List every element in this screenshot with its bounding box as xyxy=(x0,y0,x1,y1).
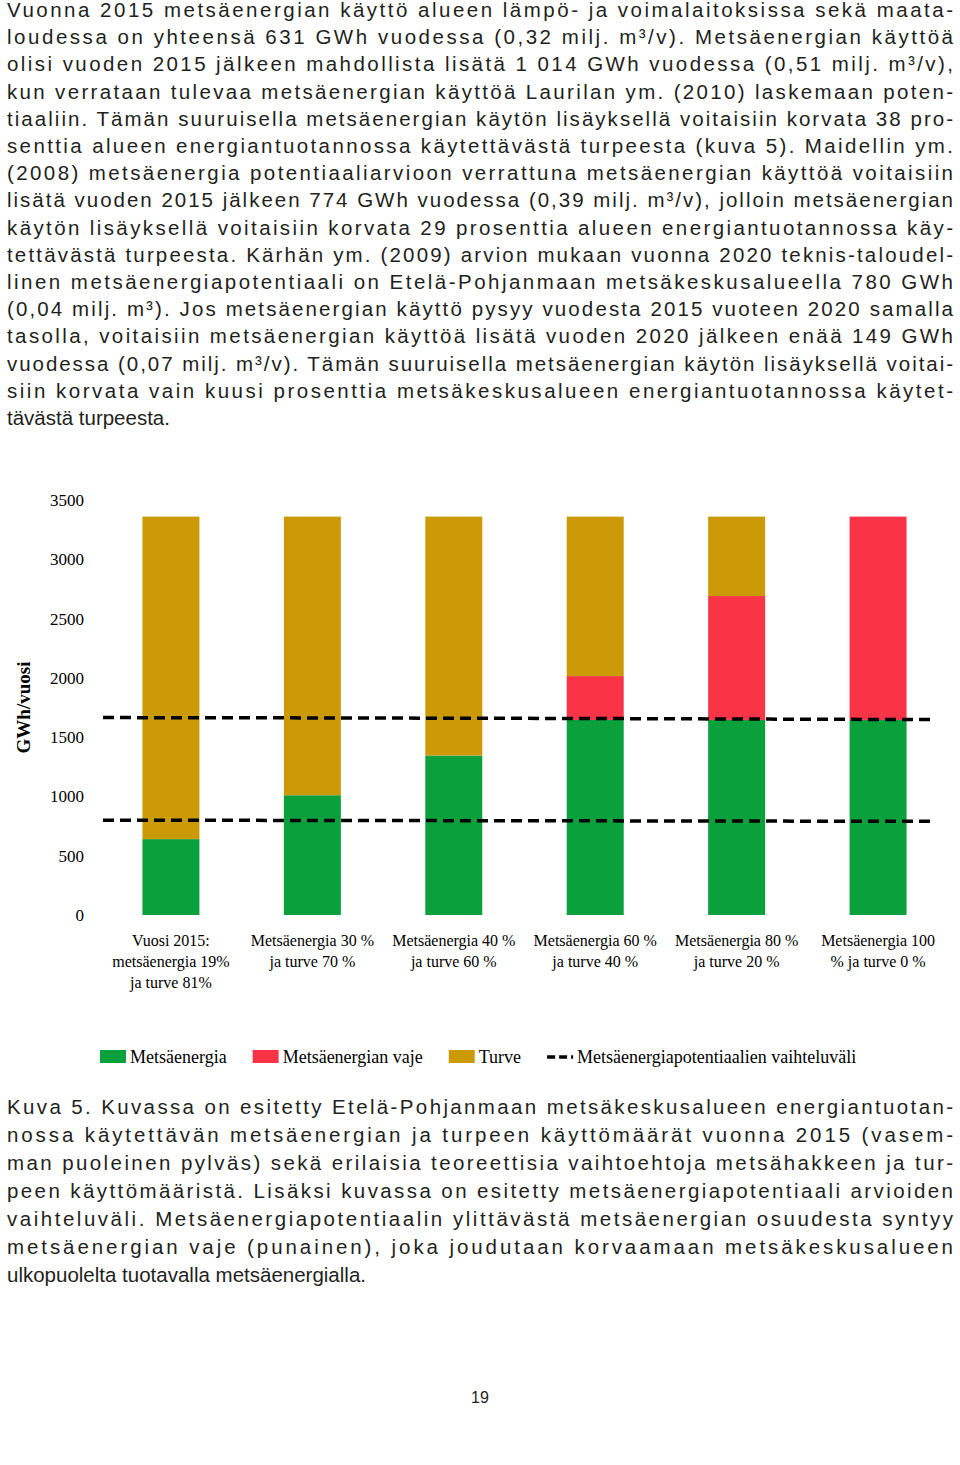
x-tick-label: Metsäenergia 60 %ja turve 40 % xyxy=(534,932,657,971)
legend-label: Metsäenergia xyxy=(130,1047,227,1067)
bar-series xyxy=(142,517,765,840)
y-tick: 3500 xyxy=(50,491,88,510)
legend: Metsäenergia Metsäenergian vaje Turve Metsä… xyxy=(100,1047,856,1067)
paragraph-line: olisi vuoden 2015 jälkeen mahdollista li… xyxy=(7,52,953,75)
paragraph-line: tasolla, voitaisiin metsäenergian käyttö… xyxy=(7,324,953,347)
y-tick-label: 500 xyxy=(59,847,85,866)
paragraph-line: loudessa on yhteensä 631 GWh vuodessa (0… xyxy=(7,25,954,48)
bar xyxy=(142,517,199,840)
caption-line: man puoleinen pylväs) sekä erilaisia teo… xyxy=(7,1151,953,1174)
legend-swatch xyxy=(547,1055,573,1059)
page: Vuonna 2015 metsäenergian käyttö alueen … xyxy=(0,0,960,1465)
page-number: 19 xyxy=(471,1389,489,1406)
chart: 0 500 1000 1500 2000 2500 3000 3500 GWh/vuosi Vuo… xyxy=(13,491,935,1067)
paragraph-line: vuodessa (0,07 milj. m³/v). Tämän suurui… xyxy=(7,352,953,375)
legend-item: Metsäenergiapotentiaalien vaihteluväli xyxy=(547,1047,856,1067)
x-tick-label: Vuosi 2015:metsäenergia 19%ja turve 81% xyxy=(112,932,229,992)
paragraph-line: käytön lisäyksellä voitaisiin korvata 29… xyxy=(7,216,953,239)
legend-label: Metsäenergiapotentiaalien vaihteluväli xyxy=(577,1047,856,1067)
y-axis-line xyxy=(88,501,89,916)
caption-line: metsäenergian vaje (punainen), joka joud… xyxy=(7,1235,953,1258)
y-tick-label: 0 xyxy=(76,906,85,925)
y-tick: 1500 xyxy=(50,728,88,747)
bar xyxy=(567,676,624,720)
y-axis-title: GWh/vuosi xyxy=(13,662,34,754)
bar xyxy=(284,517,341,796)
bar xyxy=(850,517,907,720)
paragraph-line: linen metsäenergiapotentiaali on Etelä-P… xyxy=(7,270,953,293)
y-tick-label: 3000 xyxy=(50,550,84,569)
legend-swatch xyxy=(100,1050,126,1063)
x-tick-label: Metsäenergia 40 %ja turve 60 % xyxy=(392,932,515,971)
legend-label: Turve xyxy=(479,1047,521,1067)
y-tick-label: 1000 xyxy=(50,787,84,806)
paragraph-line: senttia alueen energiantuotannossa käyte… xyxy=(7,134,953,157)
bar xyxy=(850,720,907,915)
y-tick-label: 2000 xyxy=(50,669,84,688)
caption-line: vaihteluväli. Metsäenergiapotentiaalin y… xyxy=(7,1207,954,1230)
paragraph-line: siin korvata vain kuusi prosenttia metsä… xyxy=(7,379,953,402)
y-tick: 500 xyxy=(59,847,89,866)
y-tick-label: 3500 xyxy=(50,491,84,510)
y-tick: 0 xyxy=(76,906,89,925)
bar xyxy=(425,756,482,915)
paragraph-line: tettävästä turpeesta. Kärhän ym. (2009) … xyxy=(7,243,953,266)
caption-line: Kuva 5. Kuvassa on esitetty Etelä-Pohjan… xyxy=(7,1095,953,1118)
paragraph-line: Vuonna 2015 metsäenergian käyttö alueen … xyxy=(7,0,953,21)
legend-item: Metsäenergia xyxy=(100,1047,227,1067)
bar-series xyxy=(142,720,906,915)
bar-series xyxy=(567,517,907,720)
y-tick: 2000 xyxy=(50,669,88,688)
bar xyxy=(567,720,624,915)
legend-item: Metsäenergian vaje xyxy=(253,1047,423,1067)
x-tick-label: Metsäenergia 100% ja turve 0 % xyxy=(821,932,935,971)
plot-marks xyxy=(103,517,935,915)
x-axis-labels: Vuosi 2015:metsäenergia 19%ja turve 81% M… xyxy=(112,932,935,992)
bar xyxy=(142,839,199,915)
bar xyxy=(850,516,907,517)
legend-swatch xyxy=(449,1050,475,1063)
paragraph-line: lisätä vuoden 2015 jälkeen 774 GWh vuode… xyxy=(7,188,953,211)
y-tick: 2500 xyxy=(50,610,88,629)
caption-line: ulkopuolelta tuotavalla metsäenergialla. xyxy=(7,1263,366,1286)
caption: Kuva 5. Kuvassa on esitetty Etelä-Pohjan… xyxy=(7,1095,954,1286)
x-tick-label: Metsäenergia 30 %ja turve 70 % xyxy=(251,932,374,971)
y-axis: 0 500 1000 1500 2000 2500 3000 3500 xyxy=(50,491,89,925)
bar xyxy=(708,720,765,915)
caption-line: nossa käytettävän metsäenergian ja turpe… xyxy=(7,1123,953,1146)
y-tick-label: 2500 xyxy=(50,610,84,629)
y-tick-label: 1500 xyxy=(50,728,84,747)
bar xyxy=(567,517,624,676)
legend-item: Turve xyxy=(449,1047,521,1067)
bar xyxy=(284,795,341,915)
bar xyxy=(708,596,765,720)
paragraph-line: (0,04 milj. m³). Jos metsäenergian käytt… xyxy=(7,297,954,320)
paragraph: Vuonna 2015 metsäenergian käyttö alueen … xyxy=(7,0,954,429)
y-tick: 1000 xyxy=(50,787,88,806)
range-line xyxy=(103,718,935,720)
caption-line: peen käyttömääristä. Lisäksi kuvassa on … xyxy=(7,1179,953,1202)
paragraph-line: (2008) metsäenergia potentiaaliarvioon v… xyxy=(7,161,953,184)
x-tick-label: Metsäenergia 80 %ja turve 20 % xyxy=(675,932,798,971)
y-tick: 3000 xyxy=(50,550,88,569)
paragraph-line: tiaaliin. Tämän suuruisella metsäenergia… xyxy=(7,107,953,130)
range-line xyxy=(103,820,935,821)
bar xyxy=(708,517,765,596)
paragraph-line: kun verrataan tulevaa metsäenergian käyt… xyxy=(7,80,953,103)
paragraph-line: tävästä turpeesta. xyxy=(7,406,170,429)
legend-label: Metsäenergian vaje xyxy=(283,1047,423,1067)
legend-swatch xyxy=(253,1050,279,1063)
